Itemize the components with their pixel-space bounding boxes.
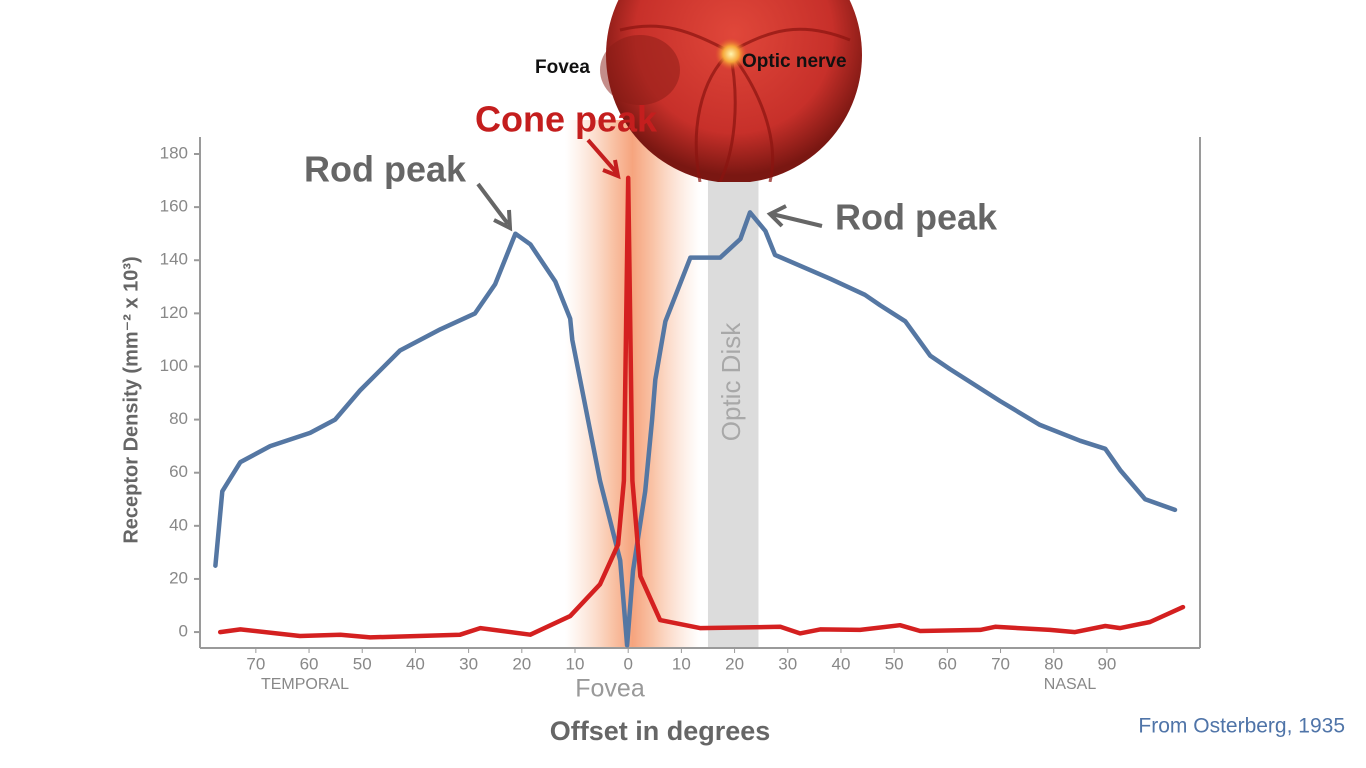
arrow — [476, 182, 513, 232]
y-tick-label: 0 — [179, 622, 188, 641]
optic-disk-label: Optic Disk — [716, 322, 746, 441]
image-label: Fovea — [535, 57, 590, 78]
x-tick-label: 10 — [566, 654, 585, 673]
x-tick-label: 70 — [991, 654, 1010, 673]
y-axis-title: Receptor Density (mm⁻² x 10³) — [120, 256, 142, 543]
y-tick-label: 60 — [169, 462, 188, 481]
x-tick-label: 40 — [831, 654, 850, 673]
x-tick-label: 50 — [353, 654, 372, 673]
y-tick-label: 160 — [160, 197, 188, 216]
x-tick-label: 30 — [778, 654, 797, 673]
x-tick-label: 40 — [406, 654, 425, 673]
annotation: Rod peak — [304, 149, 467, 190]
x-tick-label: 10 — [672, 654, 691, 673]
x-tick-label: 60 — [938, 654, 957, 673]
y-tick-label: 120 — [160, 303, 188, 322]
series-line — [217, 175, 1186, 640]
x-tick-label: 60 — [300, 654, 319, 673]
x-tick-label: 70 — [246, 654, 265, 673]
annotation: Rod peak — [835, 197, 998, 238]
y-tick-label: 180 — [160, 143, 188, 162]
y-tick-label: 20 — [169, 568, 188, 587]
x-tick-label: 50 — [885, 654, 904, 673]
x-tick-label: 30 — [459, 654, 478, 673]
x-tick-label: 0 — [623, 654, 632, 673]
source: From Osterberg, 1935 — [1138, 715, 1345, 738]
x-tick-label: 20 — [512, 654, 531, 673]
retina-image — [600, 0, 862, 182]
x-axis-title: Offset in degrees — [550, 716, 771, 746]
arrow — [766, 204, 823, 228]
x-tick-label: 80 — [1044, 654, 1063, 673]
y-tick-label: 40 — [169, 515, 188, 534]
y-tick-label: 100 — [160, 356, 188, 375]
x-tick-label: 90 — [1097, 654, 1116, 673]
image-label: Optic nerve — [742, 51, 847, 72]
arrow — [586, 138, 621, 180]
side-label: TEMPORAL — [261, 676, 349, 693]
x-tick-label: 20 — [725, 654, 744, 673]
series-line — [213, 210, 1178, 648]
y-tick-label: 140 — [160, 250, 188, 269]
axis-annotation: Fovea — [575, 675, 645, 703]
y-tick-label: 80 — [169, 409, 188, 428]
side-label: NASAL — [1044, 676, 1097, 693]
annotation: Cone peak — [475, 99, 658, 140]
